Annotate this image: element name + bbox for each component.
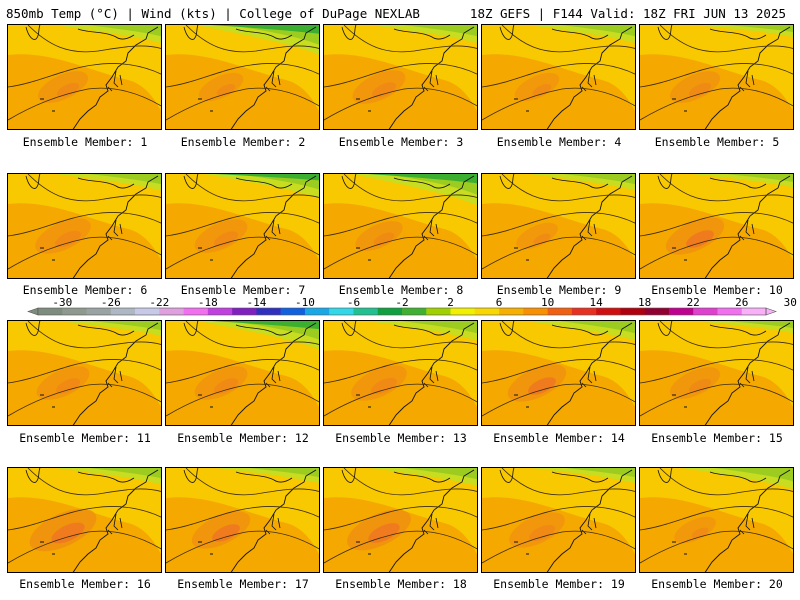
ensemble-member-label: Ensemble Member: 17 <box>177 577 309 591</box>
colorbar-tick-label: 26 <box>735 296 748 309</box>
colorbar-tick-label: -18 <box>198 296 218 309</box>
colorbar-swatch <box>499 308 524 315</box>
colorbar-swatch <box>741 308 767 315</box>
ensemble-member-map <box>323 24 478 130</box>
colorbar-tick-label: 2 <box>447 296 454 309</box>
ensemble-member-label: Ensemble Member: 4 <box>496 135 622 149</box>
colorbar-swatch <box>183 308 209 315</box>
ensemble-member-map <box>7 320 162 426</box>
ensemble-member-map <box>7 173 162 279</box>
ensemble-member-map <box>165 467 320 573</box>
colorbar-tick-label: -6 <box>347 296 360 309</box>
ensemble-member-map <box>165 173 320 279</box>
colorbar-swatch <box>717 308 743 315</box>
ensemble-member-map <box>323 320 478 426</box>
colorbar-tick-label: 6 <box>496 296 503 309</box>
ensemble-member-map <box>165 24 320 130</box>
colorbar-swatch <box>256 308 281 315</box>
colorbar-tick-label: 10 <box>541 296 554 309</box>
ensemble-member-label: Ensemble Member: 11 <box>19 431 151 445</box>
colorbar-tick-label: -26 <box>101 296 121 309</box>
colorbar-swatch <box>620 308 645 315</box>
colorbar-swatch <box>426 308 451 315</box>
ensemble-member-label: Ensemble Member: 10 <box>651 283 783 297</box>
ensemble-member-map <box>481 24 636 130</box>
colorbar-tick-label: 22 <box>687 296 700 309</box>
ensemble-member-label: Ensemble Member: 18 <box>335 577 467 591</box>
colorbar-swatch <box>135 308 160 315</box>
ensemble-member-label: Ensemble Member: 20 <box>651 577 783 591</box>
ensemble-member-map <box>481 173 636 279</box>
ensemble-member-map <box>639 467 794 573</box>
colorbar-tick-label: -10 <box>295 296 315 309</box>
colorbar-swatch <box>304 308 330 315</box>
ensemble-member-label: Ensemble Member: 8 <box>338 283 464 297</box>
colorbar-tick-label: 30 <box>784 296 797 309</box>
colorbar-swatch <box>329 308 354 315</box>
ensemble-member-map <box>323 173 478 279</box>
ensemble-member-map <box>165 320 320 426</box>
ensemble-member-map <box>639 24 794 130</box>
colorbar-swatch <box>62 308 87 315</box>
ensemble-member-label: Ensemble Member: 19 <box>493 577 625 591</box>
colorbar-swatch <box>450 308 476 315</box>
header-title: 850mb Temp (°C) | Wind (kts) | College o… <box>6 6 420 21</box>
ensemble-member-map <box>481 467 636 573</box>
colorbar-swatch <box>353 308 379 315</box>
ensemble-member-label: Ensemble Member: 5 <box>654 135 780 149</box>
colorbar-swatch <box>86 308 112 315</box>
colorbar-swatch <box>159 308 184 315</box>
ensemble-member-label: Ensemble Member: 14 <box>493 431 625 445</box>
colorbar-swatch <box>596 308 621 315</box>
ensemble-member-label: Ensemble Member: 2 <box>180 135 306 149</box>
ensemble-member-label: Ensemble Member: 6 <box>22 283 148 297</box>
colorbar-tick-label: 18 <box>638 296 651 309</box>
colorbar-arrow-right <box>765 307 777 316</box>
ensemble-member-map <box>639 173 794 279</box>
ensemble-member-label: Ensemble Member: 15 <box>651 431 783 445</box>
colorbar-swatch <box>402 308 427 315</box>
colorbar-tick-label: 14 <box>590 296 604 309</box>
colorbar-swatch <box>280 308 306 315</box>
ensemble-member-map <box>481 320 636 426</box>
ensemble-member-map <box>7 24 162 130</box>
colorbar-tick-label: -30 <box>52 296 72 309</box>
colorbar-swatch <box>377 308 403 315</box>
ensemble-member-map <box>323 467 478 573</box>
colorbar-swatch <box>547 308 573 315</box>
colorbar-swatch <box>571 308 597 315</box>
ensemble-member-label: Ensemble Member: 7 <box>180 283 306 297</box>
temperature-colorbar: -30-26-22-18-14-10-6-2261014182226303438… <box>27 296 797 316</box>
colorbar-swatch <box>644 308 670 315</box>
colorbar-swatch <box>38 308 63 315</box>
ensemble-member-label: Ensemble Member: 16 <box>19 577 151 591</box>
header-valid-time: 18Z GEFS | F144 Valid: 18Z FRI JUN 13 20… <box>469 6 786 21</box>
ensemble-member-label: Ensemble Member: 1 <box>22 135 148 149</box>
colorbar-swatch <box>207 308 233 315</box>
ensemble-member-label: Ensemble Member: 12 <box>177 431 309 445</box>
colorbar-tick-label: -22 <box>149 296 169 309</box>
colorbar-swatch <box>668 308 694 315</box>
ensemble-member-label: Ensemble Member: 13 <box>335 431 467 445</box>
ensemble-member-label: Ensemble Member: 3 <box>338 135 464 149</box>
colorbar-swatch <box>474 308 500 315</box>
colorbar-swatch <box>693 308 718 315</box>
ensemble-member-map <box>639 320 794 426</box>
colorbar-arrow-left <box>27 307 39 316</box>
colorbar-swatch <box>232 308 257 315</box>
colorbar-tick-label: -14 <box>246 296 266 309</box>
ensemble-member-map <box>7 467 162 573</box>
ensemble-member-label: Ensemble Member: 9 <box>496 283 622 297</box>
colorbar-tick-label: -2 <box>395 296 408 309</box>
colorbar-swatch <box>110 308 136 315</box>
colorbar-swatch <box>523 308 548 315</box>
